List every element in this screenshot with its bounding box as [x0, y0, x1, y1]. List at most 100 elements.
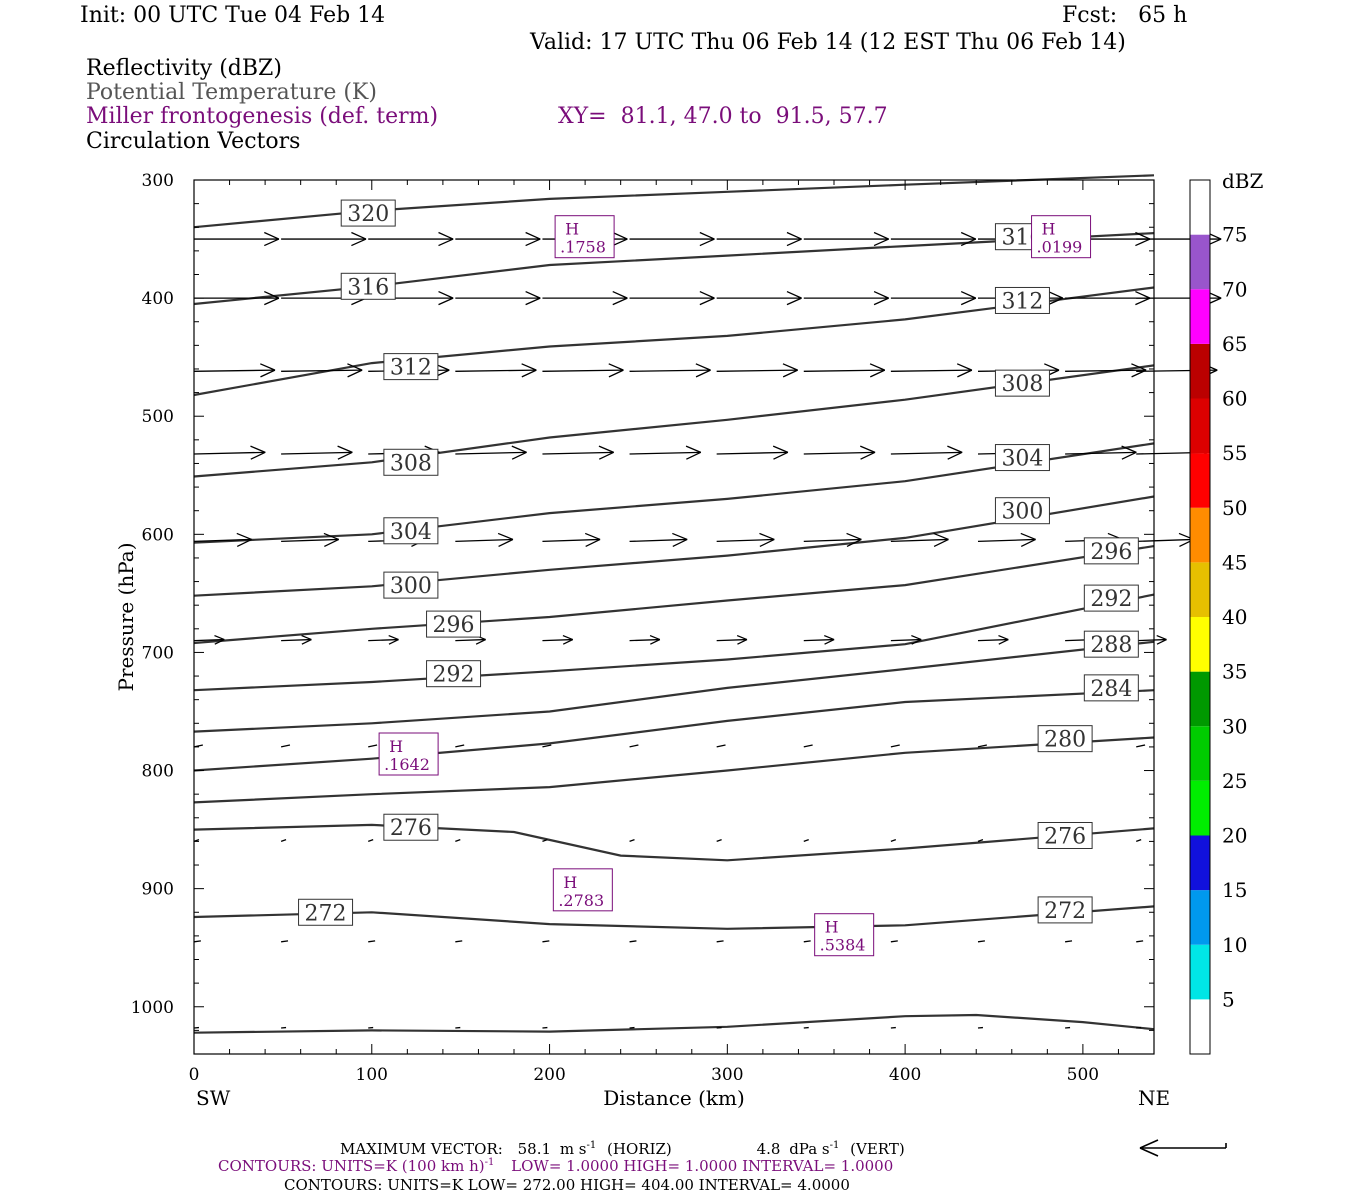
- vector-690-294: [716, 638, 747, 642]
- vector-462-147: [455, 369, 537, 372]
- vector-462-245: [629, 369, 711, 372]
- x-tick-label-400: 400: [889, 1065, 921, 1085]
- vector-606-0: [193, 538, 252, 543]
- vector-860-49: [280, 838, 287, 843]
- frontogenesis-max-value-3: .2783: [558, 891, 604, 910]
- y-tick-label-600: 600: [142, 525, 174, 545]
- y-tick-label-300: 300: [142, 171, 174, 191]
- vector-532-196-head-0: [598, 445, 614, 453]
- vector-780-441: [977, 744, 987, 748]
- vector-532-392-head-1: [947, 451, 963, 460]
- valid-time: Valid: 17 UTC Thu 06 Feb 14 (12 EST Thu …: [530, 30, 1126, 55]
- vector-780-392: [890, 744, 900, 748]
- vector-690-147-head-1: [475, 638, 486, 645]
- vector-400-294-head-0: [786, 290, 802, 299]
- contour-label-box-300-0: [383, 571, 439, 599]
- vector-350-294-head-0: [786, 231, 802, 240]
- vector-462-343: [803, 369, 885, 372]
- vector-532-490-head-1: [1121, 451, 1137, 460]
- colorbar-swatch-6: [1190, 671, 1210, 727]
- vector-606-530: [1136, 538, 1194, 543]
- vector-690-245-head-1: [650, 638, 661, 645]
- max-vector-info: MAXIMUM VECTOR: 58.1 m s-1 (HORIZ) 4.8 d…: [340, 1134, 905, 1158]
- contour-label-box-292-0: [426, 660, 482, 688]
- vector-780-49: [280, 744, 291, 748]
- vector-945-490: [1065, 940, 1073, 943]
- frontogenesis-contour-info: CONTOURS: UNITS=K (100 km h)-1 LOW= 1.00…: [218, 1151, 893, 1175]
- y-tick-label-1000: 1000: [131, 998, 174, 1018]
- frontogenesis-max-value-4: .5384: [820, 936, 866, 955]
- vector-462-294: [716, 369, 798, 372]
- vector-532-343-head-0: [860, 445, 876, 453]
- colorbar-label-20: 20: [1222, 824, 1247, 848]
- vector-780-196: [542, 744, 552, 748]
- frontogenesis-max-box-2: [378, 732, 439, 776]
- colorbar-swatch-14: [1190, 234, 1210, 290]
- contour-label-box-276-0: [383, 813, 439, 841]
- vector-690-294-head-1: [737, 638, 748, 645]
- vector-945-147: [455, 940, 463, 943]
- colorbar-swatch-3: [1190, 835, 1210, 891]
- vector-690-245: [629, 638, 660, 642]
- vector-350-147-head-1: [525, 238, 541, 247]
- frontogenesis-max-value-0: .1758: [560, 238, 606, 257]
- colorbar: 5 10 15 20 25 30 35 40 45 50 55 60 65 70 75: [1189, 179, 1247, 1055]
- contour-label-284-0: 284: [1090, 677, 1132, 702]
- vector-532-196-head-1: [598, 451, 614, 460]
- vector-690-343-head-1: [824, 638, 835, 645]
- vector-462-49: [281, 369, 363, 372]
- contour-label-272-1: 272: [1044, 899, 1086, 924]
- colorbar-swatch-7: [1190, 617, 1210, 672]
- vector-400-147-head-1: [525, 297, 541, 306]
- vector-860-441: [977, 838, 984, 843]
- colorbar-swatch-11: [1190, 398, 1210, 454]
- frontogenesis-max-box-0: [554, 215, 615, 259]
- contour-label-280-0: 280: [1044, 728, 1086, 753]
- vector-690-196: [542, 638, 573, 642]
- vector-945-530: [1136, 940, 1144, 943]
- vector-400-441-head-0: [1048, 290, 1064, 299]
- vector-400-196-head-0: [612, 290, 628, 299]
- vector-532-0-head-0: [250, 445, 266, 453]
- colorbar-label-15: 15: [1222, 878, 1247, 902]
- colorbar-swatch-4: [1190, 780, 1210, 836]
- vector-860-530: [1136, 838, 1142, 843]
- theta-contour-284: [193, 689, 1155, 772]
- frontogenesis-max-box-3: [552, 868, 613, 912]
- vector-945-392: [890, 940, 898, 943]
- vector-860-294: [716, 838, 722, 843]
- vector-400-98-head-0: [438, 290, 454, 299]
- vector-606-441-head-1: [1020, 538, 1036, 548]
- vector-532-245-head-0: [685, 445, 702, 453]
- frontogenesis-max-box-4: [814, 913, 875, 957]
- contour-label-304-0: 304: [390, 520, 432, 545]
- vector-462-196-head-0: [608, 363, 624, 371]
- frontogenesis-max-label-2: H: [389, 737, 403, 756]
- vector-462-196-head-1: [608, 369, 624, 378]
- contour-label-box-308-0: [383, 448, 439, 476]
- vector-606-147-head-0: [497, 532, 514, 541]
- vector-606-294-head-1: [759, 538, 775, 548]
- vector-532-294-head-1: [773, 451, 789, 460]
- vector-462-392: [890, 369, 972, 372]
- vector-690-441-head-0: [998, 634, 1009, 641]
- vector-532-490: [1065, 451, 1137, 455]
- vector-690-49-head-1: [301, 638, 312, 645]
- vector-690-392-head-0: [911, 634, 922, 641]
- vector-350-196-head-1: [612, 238, 628, 247]
- contour-label-box-312-0: [383, 353, 439, 381]
- vector-860-245: [629, 838, 635, 843]
- vector-462-147-head-1: [521, 369, 537, 378]
- vector-462-196: [542, 369, 624, 372]
- vector-606-0-head-1: [236, 538, 252, 548]
- field-circulation-vectors: Circulation Vectors: [86, 129, 301, 154]
- theta-contour-300: [193, 495, 1155, 597]
- contour-label-box-288-0: [1083, 630, 1139, 658]
- vector-606-49-head-1: [324, 538, 339, 548]
- colorbar-label-60: 60: [1222, 387, 1247, 411]
- vector-462-490-head-0: [1131, 363, 1147, 371]
- vector-606-196-head-0: [584, 532, 601, 541]
- colorbar-swatch-0: [1190, 999, 1210, 1054]
- vector-780-343: [803, 744, 813, 748]
- vector-350-392-head-1: [960, 238, 977, 247]
